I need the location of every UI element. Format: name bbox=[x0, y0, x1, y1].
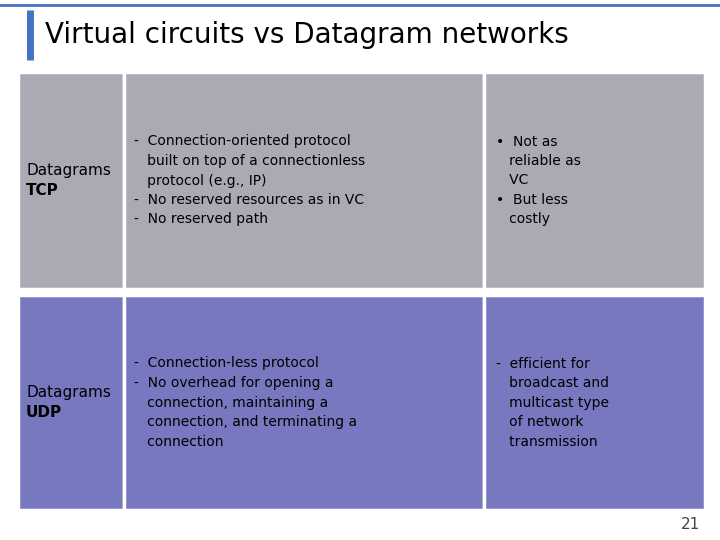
Bar bbox=[124, 295, 484, 510]
Text: TCP: TCP bbox=[26, 183, 59, 198]
Bar bbox=[124, 72, 484, 289]
Text: Datagrams: Datagrams bbox=[26, 385, 111, 400]
Text: -  efficient for
   broadcast and
   multicast type
   of network
   transmissio: - efficient for broadcast and multicast … bbox=[496, 356, 609, 449]
Text: •  Not as
   reliable as
   VC
•  But less
   costly: • Not as reliable as VC • But less costl… bbox=[496, 134, 581, 226]
Text: UDP: UDP bbox=[26, 405, 62, 420]
Bar bbox=[18, 295, 124, 510]
Text: Datagrams: Datagrams bbox=[26, 163, 111, 178]
Text: Virtual circuits vs Datagram networks: Virtual circuits vs Datagram networks bbox=[45, 21, 569, 49]
Text: -  Connection-oriented protocol
   built on top of a connectionless
   protocol : - Connection-oriented protocol built on … bbox=[134, 134, 365, 226]
Bar bbox=[484, 295, 705, 510]
Text: 21: 21 bbox=[680, 517, 700, 532]
Bar bbox=[484, 72, 705, 289]
Bar bbox=[18, 72, 124, 289]
Text: -  Connection-less protocol
-  No overhead for opening a
   connection, maintain: - Connection-less protocol - No overhead… bbox=[134, 356, 357, 449]
